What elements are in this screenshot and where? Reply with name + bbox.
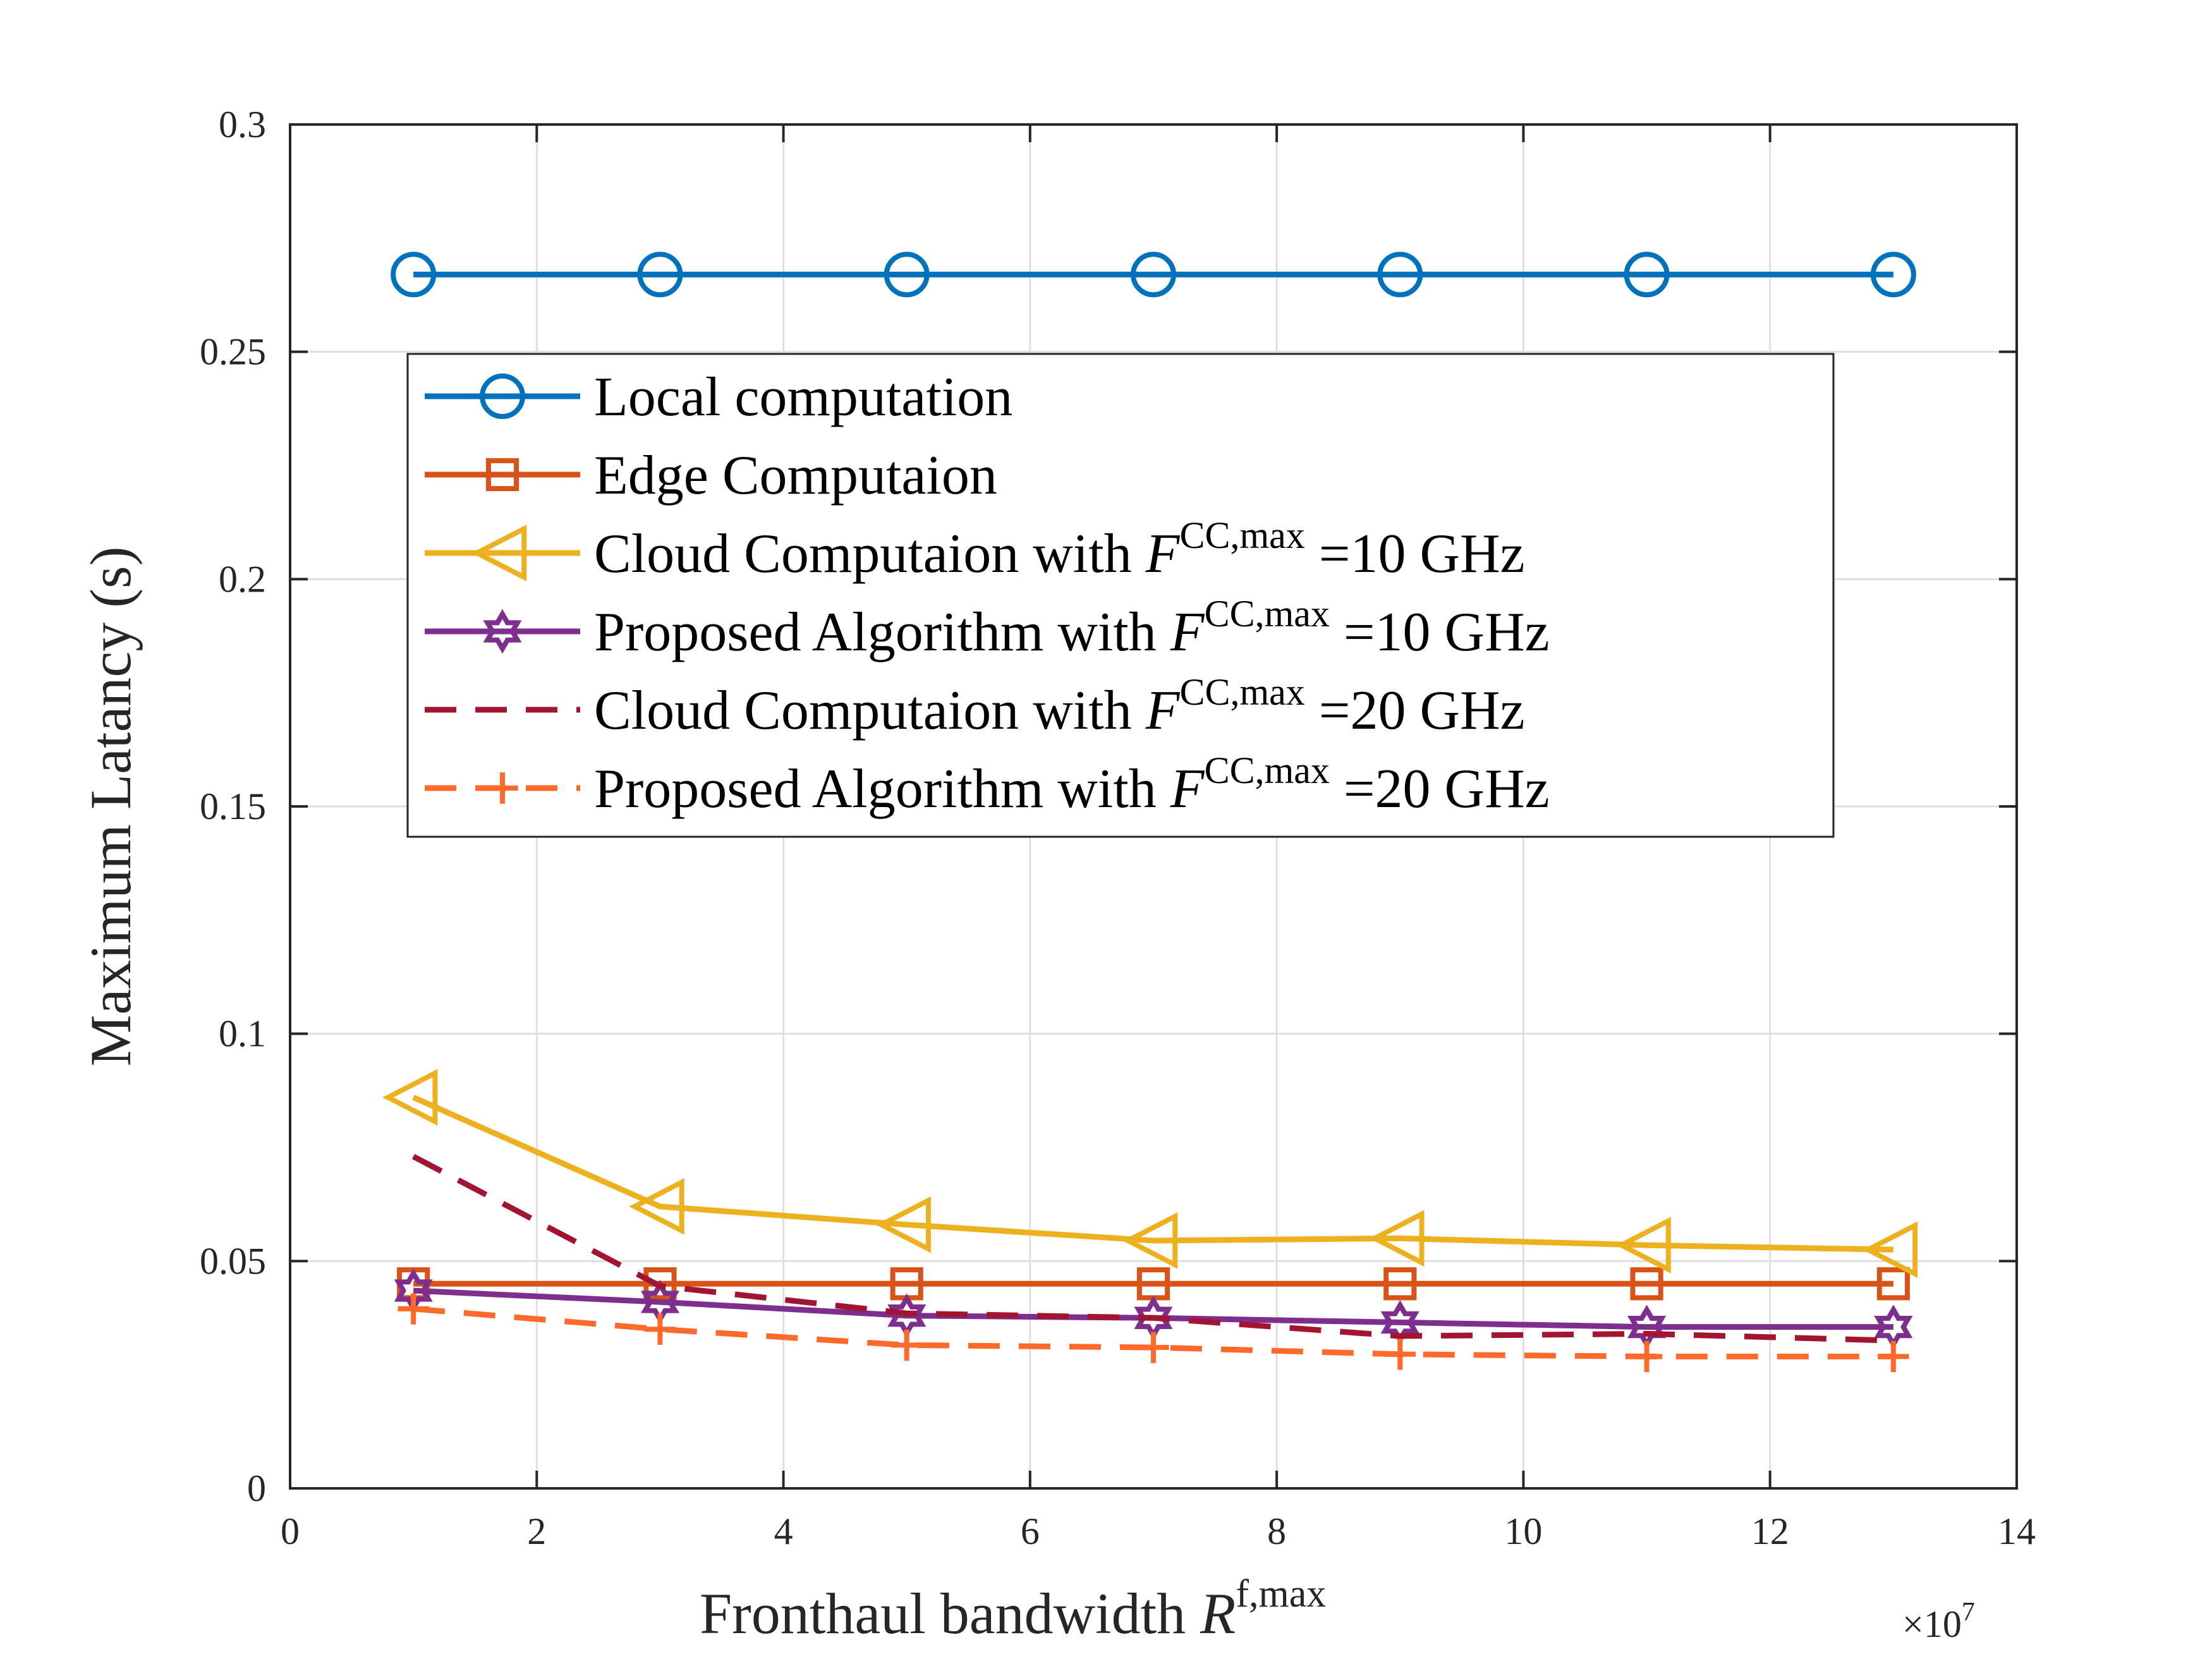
marker-triangle-left — [1369, 1210, 1425, 1267]
marker-plus — [1631, 1340, 1663, 1373]
marker-circle — [637, 252, 683, 298]
marker-circle — [1870, 252, 1916, 298]
legend-item: Cloud Computaion with FCC,max =10 GHz — [425, 514, 1525, 585]
marker-circle — [1377, 252, 1423, 298]
legend-item: Proposed Algorithm with FCC,max =20 GHz — [425, 750, 1550, 820]
y-axis-label: Maximum Latancy (s) — [78, 547, 143, 1067]
marker-hexagram — [483, 609, 522, 654]
marker-plus — [891, 1329, 923, 1361]
y-tick-label: 0.2 — [219, 558, 266, 600]
marker-triangle-left — [875, 1196, 931, 1253]
marker-circle — [1131, 252, 1176, 298]
marker-plus — [487, 772, 518, 804]
marker-plus — [1384, 1339, 1416, 1370]
x-axis-label: Fronthaul bandwidth Rf,max — [700, 1572, 1326, 1646]
legend-item: Local computation — [425, 367, 1012, 428]
x-tick-label: 4 — [774, 1510, 793, 1552]
y-tick-label: 0.25 — [200, 331, 266, 373]
legend: Local computation Edge Computaion Cloud Co… — [406, 353, 1835, 838]
y-tick-label: 0.05 — [200, 1240, 266, 1282]
legend-item: Proposed Algorithm with FCC,max =10 GHz — [425, 593, 1550, 663]
marker-circle — [480, 374, 525, 419]
marker-triangle-left — [471, 525, 527, 581]
marker-circle — [884, 252, 930, 298]
marker-plus — [398, 1293, 429, 1325]
marker-square — [1876, 1267, 1910, 1301]
series-2 — [382, 1069, 1918, 1279]
legend-label: Proposed Algorithm with FCC,max =10 GHz — [594, 593, 1550, 663]
x-axis-exponent: ×107 — [1902, 1598, 1975, 1645]
marker-square — [1630, 1267, 1663, 1301]
legend-label: Edge Computaion — [594, 445, 997, 506]
y-tick-label: 0.15 — [200, 786, 266, 827]
marker-plus — [1878, 1340, 1909, 1373]
legend-box — [406, 353, 1835, 838]
legend-label: Cloud Computaion with FCC,max =10 GHz — [594, 514, 1525, 585]
y-tick-label: 0.3 — [219, 104, 266, 145]
x-tick-label: 14 — [1998, 1510, 2036, 1552]
marker-circle — [1624, 252, 1670, 298]
axis-ticks: 0 2 4 6 8 10 12 14 0 0.05 0.1 0.15 0.2 0.25 0.3 — [200, 104, 2036, 1552]
y-tick-label: 0 — [247, 1468, 266, 1509]
legend-item: Cloud Computaion with FCC,max =20 GHz — [425, 671, 1525, 741]
legend-label: Cloud Computaion with FCC,max =20 GHz — [594, 671, 1525, 741]
series-line — [412, 1095, 1893, 1253]
marker-triangle-left — [1122, 1212, 1178, 1269]
marker-plus — [644, 1313, 676, 1345]
marker-square — [485, 458, 520, 492]
x-tick-label: 12 — [1751, 1510, 1789, 1552]
y-tick-label: 0.1 — [219, 1013, 266, 1055]
marker-square — [1383, 1267, 1417, 1301]
marker-circle — [391, 252, 437, 298]
marker-square — [643, 1267, 677, 1301]
legend-label: Proposed Algorithm with FCC,max =20 GHz — [594, 750, 1550, 820]
marker-triangle-left — [1862, 1221, 1918, 1279]
marker-plus — [1138, 1332, 1169, 1363]
marker-triangle-left — [1615, 1217, 1671, 1273]
x-tick-label: 2 — [527, 1510, 546, 1552]
series-5 — [398, 1293, 1909, 1373]
series-lines — [382, 252, 1918, 1373]
x-tick-label: 10 — [1504, 1510, 1542, 1552]
series-line — [412, 1153, 1894, 1344]
marker-triangle-left — [382, 1069, 438, 1126]
marker-triangle-left — [629, 1178, 684, 1235]
series-0 — [391, 252, 1916, 298]
x-tick-label: 8 — [1267, 1510, 1286, 1552]
legend-item: Edge Computaion — [425, 445, 997, 506]
legend-label: Local computation — [594, 367, 1012, 428]
x-tick-label: 6 — [1021, 1510, 1040, 1552]
x-tick-label: 0 — [281, 1510, 300, 1552]
series-4 — [412, 1153, 1894, 1344]
